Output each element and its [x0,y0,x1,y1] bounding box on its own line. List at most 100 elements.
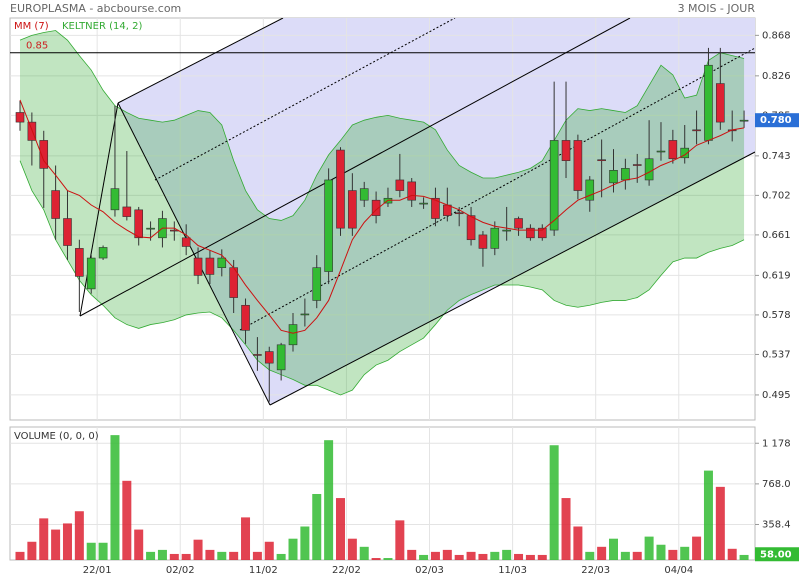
x-tick-label: 11/03 [498,565,527,576]
volume-bar [668,549,678,560]
candle-body [656,150,666,153]
candle-body [609,170,618,184]
y-tick-label: 358.4 [762,519,791,530]
candle-body [419,202,428,205]
volume-bar [561,498,571,560]
candle-body [15,112,25,123]
candle-body [692,129,701,132]
candle-body [621,168,630,181]
volume-bar [15,551,25,560]
candle-body [75,248,84,277]
volume-bar [62,523,72,560]
keltner-lower [19,160,745,396]
volume-bar [134,529,144,560]
candle-body [407,181,417,201]
candle-body [585,179,595,201]
volume-bar [359,546,369,560]
volume-bar [549,445,559,560]
volume-bar [644,536,654,560]
trend-line [154,18,456,181]
price-tag-label: 0.780 [760,115,792,126]
volume-bar [264,541,274,560]
volume-bar [703,470,713,560]
volume-bar [157,549,167,560]
volume-bar [407,549,417,560]
candle-body [668,140,678,160]
candle-body [371,199,381,216]
candle-body [110,188,120,211]
candle-body [454,212,464,215]
price-tag [755,113,799,128]
volume-title: VOLUME (0, 0, 0) [14,431,99,442]
candle-body [288,324,298,346]
volume-bar [419,554,429,560]
candle-body [193,257,203,276]
candle-body [514,218,523,229]
volume-bar [252,551,262,560]
volume-bar [680,546,690,560]
volume-bar [276,553,286,560]
volume-bar [27,541,37,560]
x-tick-label: 22/03 [581,565,610,576]
candle-body [739,119,749,122]
volume-tag [755,547,799,562]
volume-bar [739,554,749,560]
volume-bar [229,551,239,560]
volume-bar [502,549,512,560]
candle-body [217,257,227,268]
volume-bar [347,538,357,560]
moving-average [19,99,745,334]
y-tick-label: 0.743 [762,151,791,162]
candle-body [478,234,488,249]
candle-body [253,354,262,356]
volume-bar [241,517,251,560]
volume-bar [193,539,203,560]
candle-body [549,140,559,231]
candle-body [644,158,654,181]
volume-bar [98,542,108,560]
volume-bar [478,553,488,560]
candle-body [359,188,369,201]
volume-bar [169,553,179,560]
x-tick-label: 02/02 [166,565,195,576]
volume-bar [620,551,630,560]
candle-body [276,344,286,371]
x-tick-label: 02/03 [415,565,444,576]
x-tick-label: 22/01 [83,565,112,576]
candle-body [490,227,500,249]
volume-bar [525,554,535,560]
keltner-upper [19,30,745,221]
candle-body [632,164,642,166]
volume-bar [110,435,120,560]
candle-body [181,237,191,247]
volume-bar [395,520,405,560]
volume-bar [51,529,61,560]
volume-bar [312,493,322,560]
x-tick-label: 22/02 [332,565,361,576]
volume-bar [454,554,464,560]
volume-bar [122,480,132,560]
candle-body [205,257,215,275]
candle-body [704,64,713,141]
candle-body [63,218,72,246]
volume-bar [217,551,227,560]
volume-bar [39,518,49,560]
volume-bar [609,538,618,560]
candle-body [264,351,274,364]
volume-bar [288,538,298,560]
volume-bar [442,549,452,560]
candle-body [312,267,322,301]
volume-bar [466,551,476,560]
y-tick-label: 0.661 [762,230,791,241]
volume-bar [597,546,607,560]
y-tick-label: 0.619 [762,270,791,281]
volume-bar [715,486,725,560]
candle-body [395,179,405,191]
reference-label: 0.85 [26,41,48,52]
candle-body [561,140,571,161]
candle-body [146,227,155,230]
trend-line [239,47,755,331]
y-tick-label: 0.826 [762,71,791,82]
candle-body [122,206,132,217]
candle-body [348,190,357,229]
